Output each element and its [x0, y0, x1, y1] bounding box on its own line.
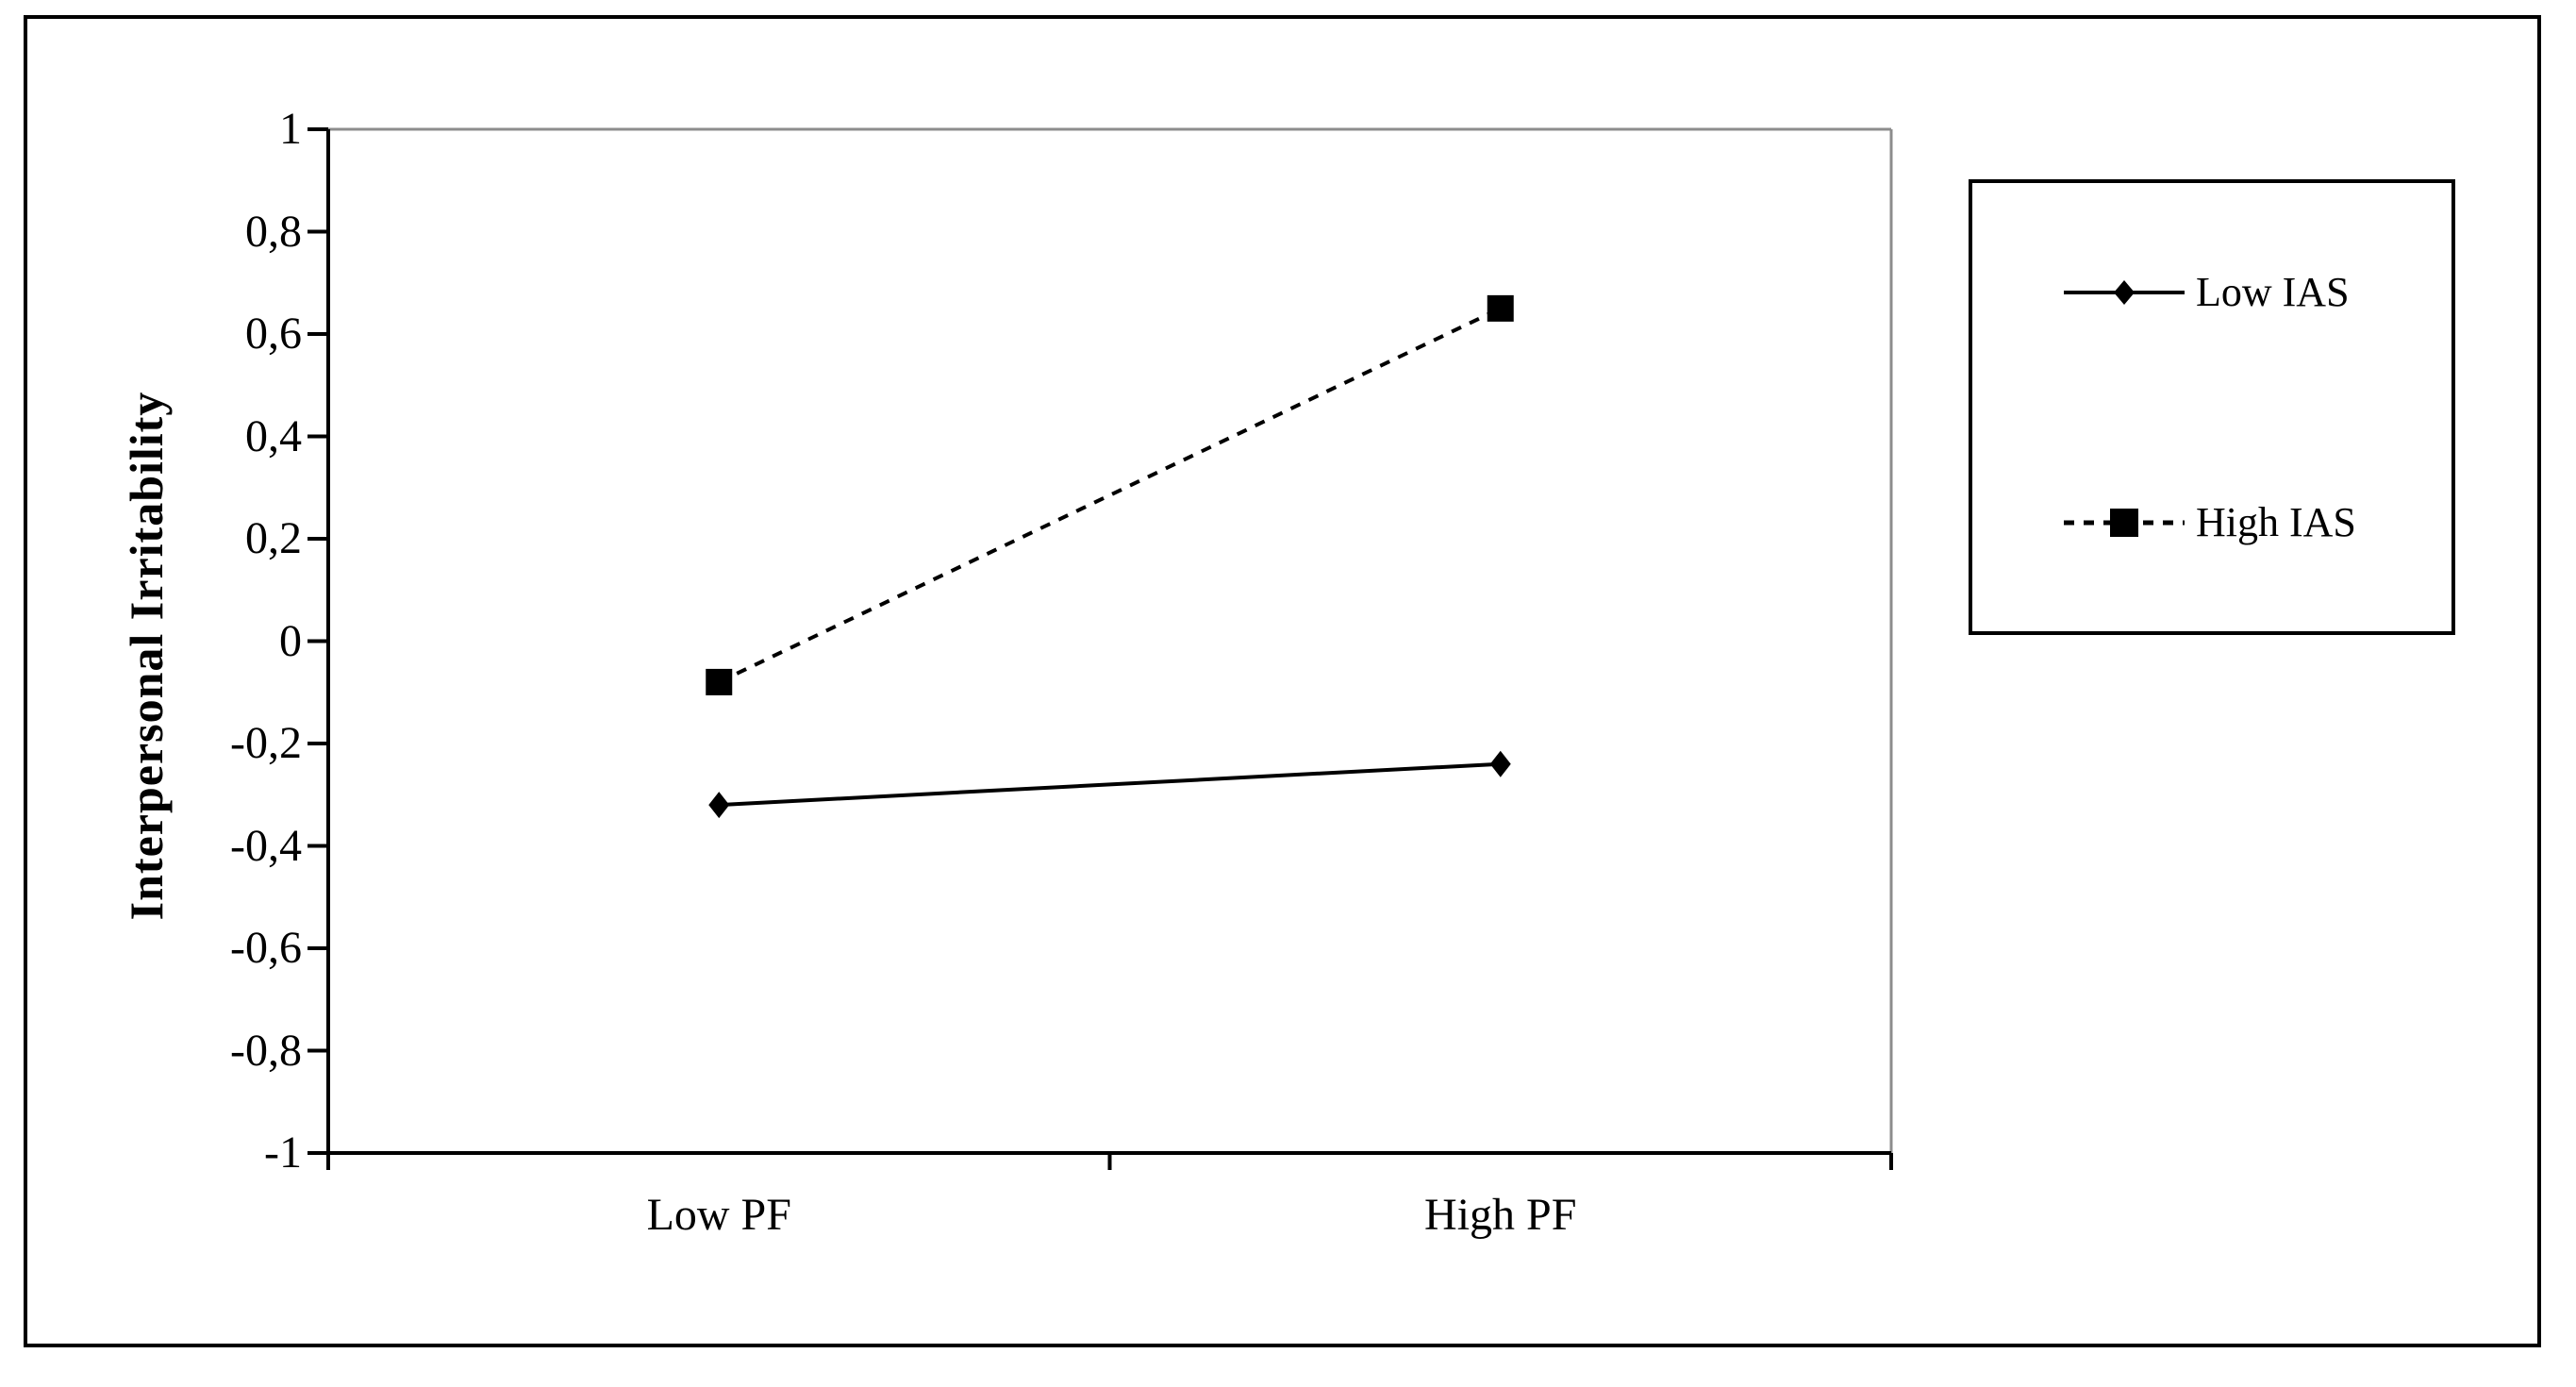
- y-tick-label: 0,4: [245, 410, 302, 461]
- y-tick-label: -0,6: [230, 923, 302, 973]
- marker-square: [1487, 294, 1514, 322]
- series-line-low-ias: [719, 761, 1501, 808]
- y-tick-label: -1: [264, 1128, 302, 1178]
- y-tick-label: 0,2: [245, 513, 302, 563]
- y-tick-label: -0,2: [230, 718, 302, 768]
- marker-diamond: [708, 792, 730, 819]
- legend-swatch-dashed-square-icon: [2064, 509, 2185, 537]
- y-tick-label: 0,8: [245, 206, 302, 257]
- legend: Low IAS High IAS: [1969, 179, 2455, 635]
- legend-label-low-ias: Low IAS: [2196, 269, 2350, 315]
- y-tick-label: 0: [279, 615, 302, 666]
- marker-diamond: [1489, 750, 1511, 777]
- y-tick-label: -0,8: [230, 1025, 302, 1076]
- series-line-high-ias: [718, 307, 1502, 684]
- x-category-label: Low PF: [646, 1190, 791, 1240]
- y-tick-label: -0,4: [230, 820, 302, 871]
- y-tick-label: 1: [279, 104, 302, 154]
- legend-entry-high-ias: High IAS: [2064, 493, 2356, 553]
- x-category-label: High PF: [1424, 1190, 1577, 1240]
- y-tick-label: 0,6: [245, 309, 302, 359]
- legend-swatch-solid-diamond-icon: [2064, 280, 2185, 305]
- legend-entry-low-ias: Low IAS: [2064, 262, 2350, 323]
- marker-square: [706, 668, 733, 695]
- legend-label-high-ias: High IAS: [2196, 499, 2356, 545]
- figure-outer-border: [24, 15, 2541, 1347]
